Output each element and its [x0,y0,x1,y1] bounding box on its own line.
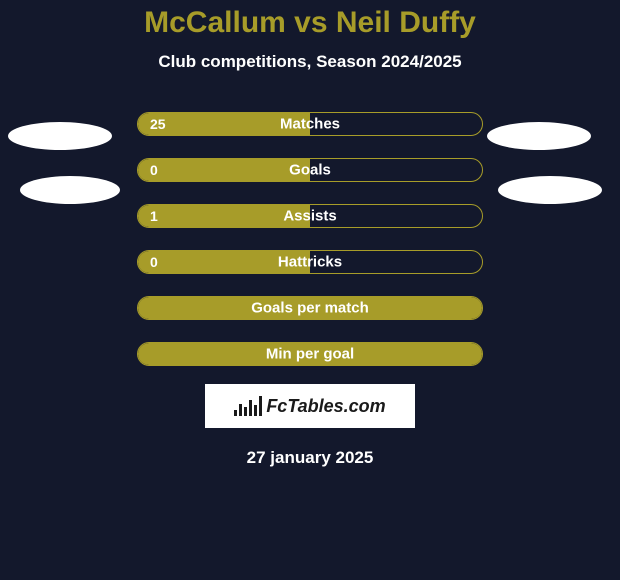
decorative-ellipse [487,122,591,150]
stat-row: 25 Matches [137,112,483,136]
stat-value-left: 25 [150,116,166,132]
logo-bar [259,396,262,416]
stat-value-left: 0 [150,162,158,178]
stat-label: Goals [289,162,331,179]
decorative-ellipse [498,176,602,204]
stat-row: Min per goal [137,342,483,366]
decorative-ellipse [20,176,120,204]
stat-row: 0 Hattricks [137,250,483,274]
stat-label: Min per goal [266,346,354,363]
stat-label: Assists [283,208,336,225]
stat-row: Goals per match [137,296,483,320]
logo-bars-icon [234,396,262,416]
comparison-title: McCallum vs Neil Duffy [0,0,620,40]
stat-label: Goals per match [251,300,369,317]
stat-row-fill [138,159,310,181]
decorative-ellipse [8,122,112,150]
stat-label: Matches [280,116,340,133]
generation-date: 27 january 2025 [0,448,620,468]
logo-bar [244,407,247,416]
logo-bar [239,404,242,416]
fctables-logo: FcTables.com [205,384,415,428]
logo-bar [249,400,252,416]
stats-rows: 25 Matches 0 Goals 1 Assists 0 Hattricks Goals p… [0,112,620,366]
logo-text: FcTables.com [266,396,385,417]
logo-bar [254,405,257,416]
logo-bar [234,410,237,416]
stat-label: Hattricks [278,254,342,271]
stat-row: 0 Goals [137,158,483,182]
stat-row: 1 Assists [137,204,483,228]
comparison-subtitle: Club competitions, Season 2024/2025 [0,52,620,72]
stat-value-left: 1 [150,208,158,224]
stat-value-left: 0 [150,254,158,270]
